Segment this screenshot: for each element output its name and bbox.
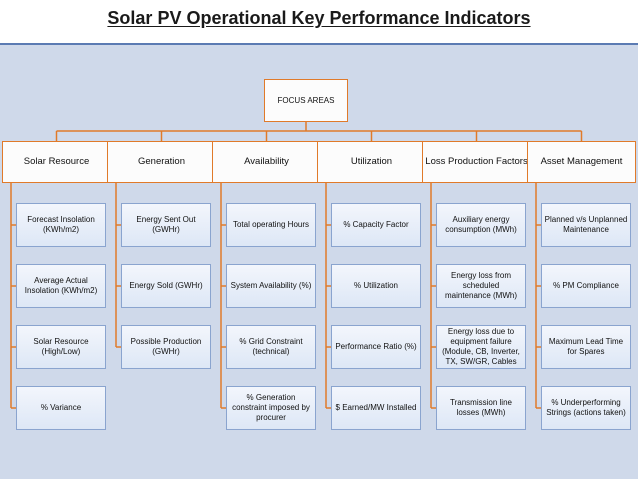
kpi-item-5-1-label: % PM Compliance (553, 281, 619, 290)
kpi-item-3-3-label: $ Earned/MW Installed (335, 403, 417, 412)
kpi-item-4-3-label: Transmission line losses (MWh) (450, 398, 512, 417)
kpi-item-1-0-label: Energy Sent Out (GWHr) (136, 215, 196, 234)
kpi-item-3-3: $ Earned/MW Installed (331, 386, 421, 430)
category-node-4-label: Loss Production Factors (425, 156, 528, 167)
kpi-item-2-3: % Generation constraint imposed by procu… (226, 386, 316, 430)
kpi-item-0-2: Solar Resource (High/Low) (16, 325, 106, 369)
kpi-item-2-2: % Grid Constraint (technical) (226, 325, 316, 369)
category-node-4: Loss Production Factors (422, 141, 531, 183)
kpi-item-0-3: % Variance (16, 386, 106, 430)
kpi-item-0-2-label: Solar Resource (High/Low) (33, 337, 89, 356)
category-node-5-label: Asset Management (540, 156, 623, 167)
kpi-item-4-0: Auxiliary energy consumption (MWh) (436, 203, 526, 247)
kpi-item-2-1-label: System Availability (%) (230, 281, 312, 290)
kpi-item-3-1-label: % Utilization (353, 281, 398, 290)
kpi-item-0-1-label: Average Actual Insolation (KWh/m2) (24, 276, 98, 295)
kpi-item-0-1: Average Actual Insolation (KWh/m2) (16, 264, 106, 308)
kpi-item-5-2-label: Maximum Lead Time for Spares (548, 337, 624, 356)
kpi-item-3-1: % Utilization (331, 264, 421, 308)
category-node-5: Asset Management (527, 141, 636, 183)
kpi-item-1-2-label: Possible Production (GWHr) (130, 337, 202, 356)
kpi-item-4-2-label: Energy loss due to equipment failure (Mo… (442, 327, 520, 366)
kpi-item-1-2: Possible Production (GWHr) (121, 325, 211, 369)
kpi-item-2-2-label: % Grid Constraint (technical) (239, 337, 303, 356)
kpi-item-2-0: Total operating Hours (226, 203, 316, 247)
kpi-item-4-0-label: Auxiliary energy consumption (MWh) (445, 215, 517, 234)
root-node: FOCUS AREAS (264, 79, 348, 122)
category-node-0: Solar Resource (2, 141, 111, 183)
kpi-item-3-0: % Capacity Factor (331, 203, 421, 247)
kpi-item-4-2: Energy loss due to equipment failure (Mo… (436, 325, 526, 369)
kpi-item-3-0-label: % Capacity Factor (343, 220, 409, 229)
category-node-2-label: Availability (244, 156, 289, 167)
kpi-item-0-0-label: Forecast Insolation (KWh/m2) (27, 215, 95, 234)
category-node-1-label: Generation (137, 156, 185, 167)
kpi-item-1-0: Energy Sent Out (GWHr) (121, 203, 211, 247)
kpi-item-1-1: Energy Sold (GWHr) (121, 264, 211, 308)
kpi-item-0-3-label: % Variance (40, 403, 82, 412)
kpi-item-4-1-label: Energy loss from scheduled maintenance (… (444, 271, 518, 300)
category-node-1: Generation (107, 141, 216, 183)
category-node-3: Utilization (317, 141, 426, 183)
kpi-item-3-2: Performance Ratio (%) (331, 325, 421, 369)
kpi-item-5-2: Maximum Lead Time for Spares (541, 325, 631, 369)
page-title: Solar PV Operational Key Performance Ind… (107, 8, 531, 28)
kpi-item-5-0-label: Planned v/s Unplanned Maintenance (544, 215, 628, 234)
kpi-item-5-3-label: % Underperforming Strings (actions taken… (546, 398, 626, 417)
kpi-item-5-3: % Underperforming Strings (actions taken… (541, 386, 631, 430)
kpi-item-5-0: Planned v/s Unplanned Maintenance (541, 203, 631, 247)
category-node-3-label: Utilization (350, 156, 393, 167)
category-node-0-label: Solar Resource (23, 156, 90, 167)
kpi-item-5-1: % PM Compliance (541, 264, 631, 308)
root-node-label: FOCUS AREAS (277, 96, 335, 105)
kpi-item-2-1: System Availability (%) (226, 264, 316, 308)
kpi-item-4-1: Energy loss from scheduled maintenance (… (436, 264, 526, 308)
kpi-item-2-3-label: % Generation constraint imposed by procu… (232, 393, 310, 422)
category-node-2: Availability (212, 141, 321, 183)
kpi-item-0-0: Forecast Insolation (KWh/m2) (16, 203, 106, 247)
kpi-item-4-3: Transmission line losses (MWh) (436, 386, 526, 430)
kpi-item-2-0-label: Total operating Hours (232, 220, 310, 229)
kpi-item-3-2-label: Performance Ratio (%) (335, 342, 417, 351)
kpi-item-1-1-label: Energy Sold (GWHr) (129, 281, 203, 290)
